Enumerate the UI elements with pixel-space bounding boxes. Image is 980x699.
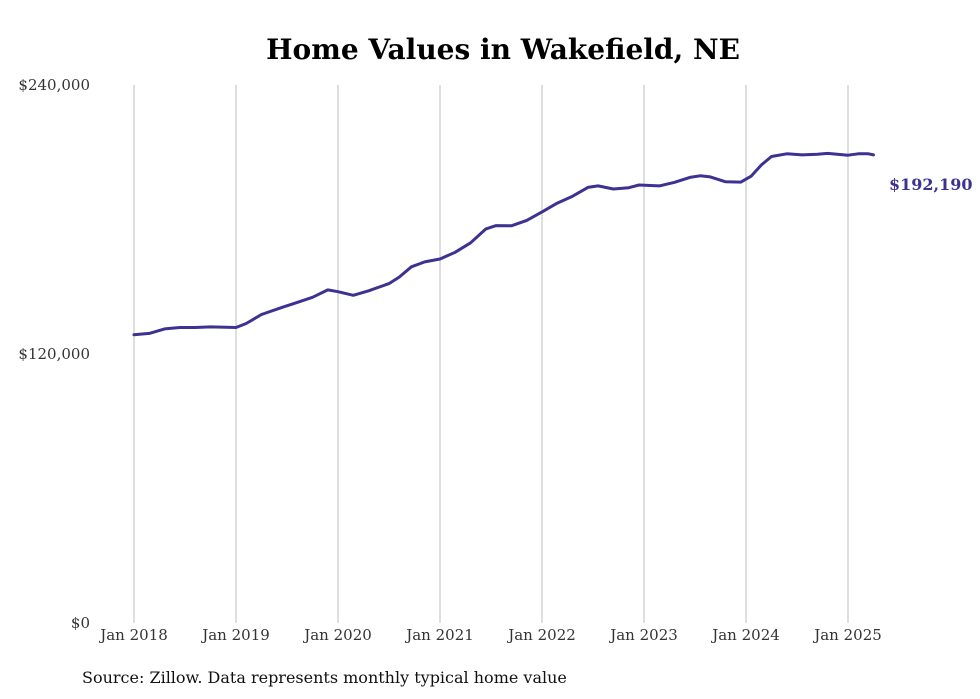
gridlines xyxy=(133,85,849,623)
x-tick-label: Jan 2025 xyxy=(812,626,882,644)
x-tick-label: Jan 2019 xyxy=(200,626,270,644)
x-tick-label: Jan 2023 xyxy=(608,626,678,644)
y-tick-label: $120,000 xyxy=(18,345,90,363)
x-tick-label: Jan 2018 xyxy=(98,626,168,644)
y-axis-ticks: $0 $120,000 $240,000 xyxy=(18,76,90,632)
chart-title: Home Values in Wakefield, NE xyxy=(266,33,740,66)
x-tick-label: Jan 2024 xyxy=(710,626,780,644)
y-tick-label: $240,000 xyxy=(18,76,90,94)
x-tick-label: Jan 2020 xyxy=(302,626,372,644)
series-line xyxy=(132,151,875,337)
x-axis-ticks: Jan 2018 Jan 2019 Jan 2020 Jan 2021 Jan 2022… xyxy=(98,626,882,644)
x-tick-label: Jan 2021 xyxy=(404,626,474,644)
y-tick-label: $0 xyxy=(71,614,90,632)
end-value-label: $192,190 xyxy=(889,175,973,194)
x-tick-label: Jan 2022 xyxy=(506,626,576,644)
source-note: Source: Zillow. Data represents monthly … xyxy=(82,668,567,687)
